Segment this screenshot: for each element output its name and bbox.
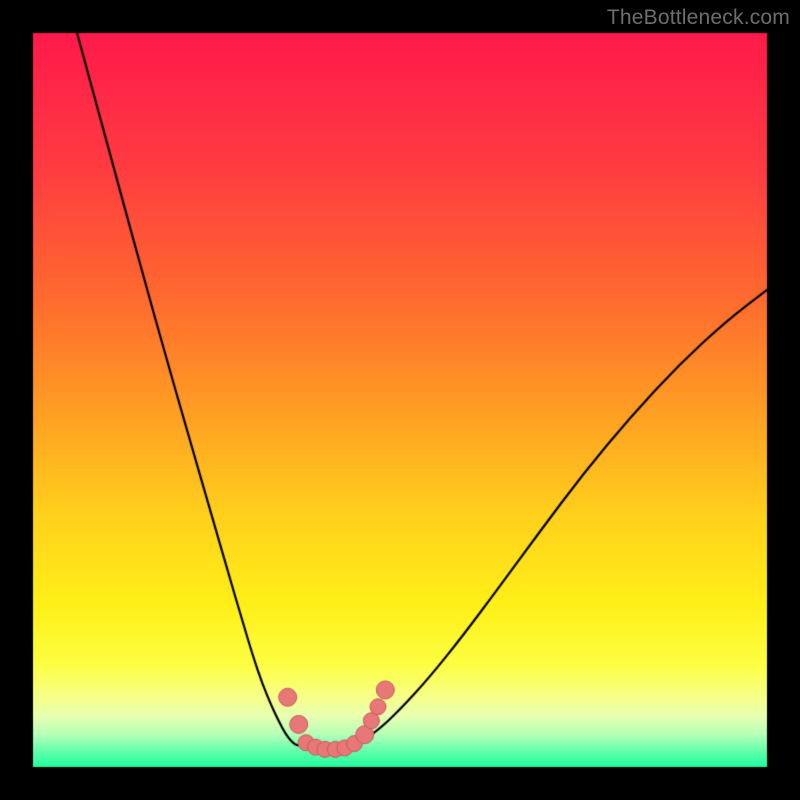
attribution-text: TheBottleneck.com [607,6,790,30]
bottleneck-chart-canvas [0,0,800,800]
chart-container: TheBottleneck.com [0,0,800,800]
